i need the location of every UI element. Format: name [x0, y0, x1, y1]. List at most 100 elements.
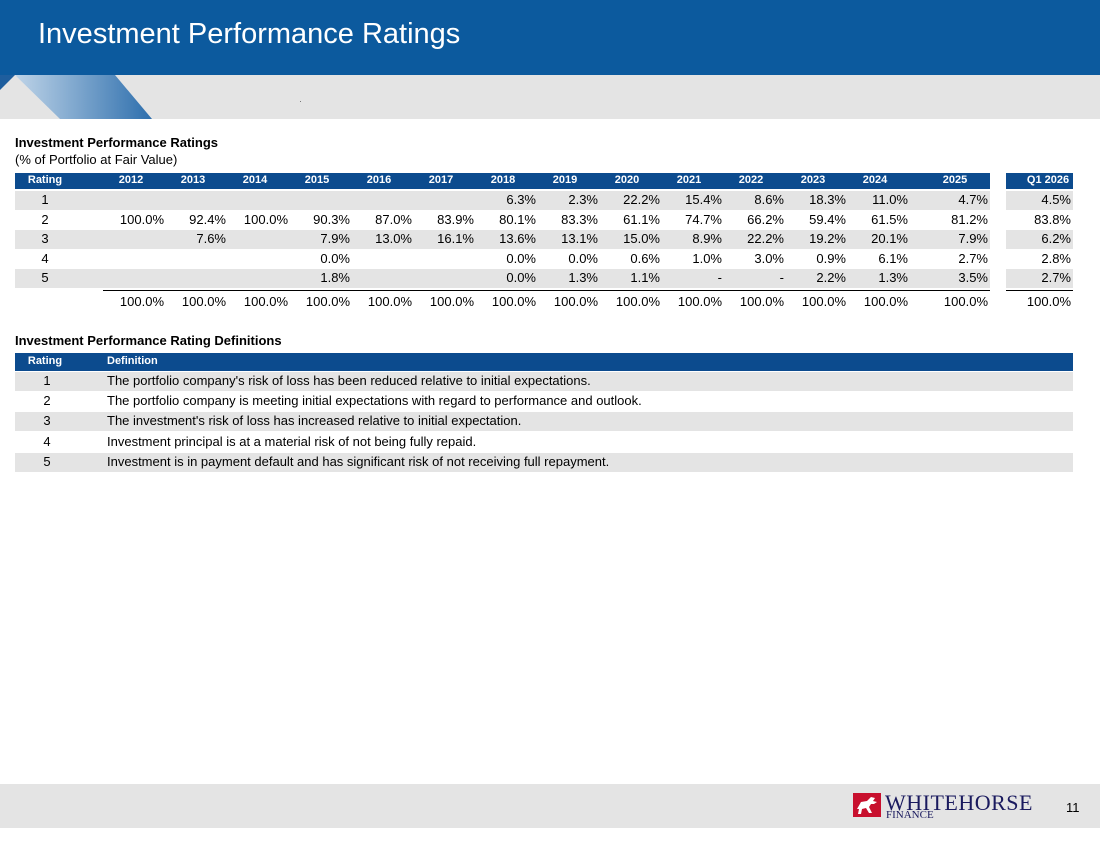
- definition-text: The investment's risk of loss has increa…: [107, 413, 522, 429]
- ratings-row: 3 7.6% 7.9% 13.0% 16.1% 13.6% 13.1% 15.0% 8.9% 22…: [15, 230, 1073, 250]
- value-cell: 11.0%: [872, 192, 908, 207]
- year-column-header: Q1 2026: [1026, 174, 1070, 186]
- value-cell: -: [717, 270, 722, 286]
- year-column-header: 2023: [800, 174, 826, 186]
- value-cell: 0.0%: [320, 250, 350, 266]
- row-gap: [990, 269, 1006, 289]
- value-cell: 90.3%: [313, 211, 350, 227]
- year-column-header: 2014: [242, 174, 268, 186]
- value-cell: 22.2%: [747, 231, 784, 247]
- totals-row: 100.0% 100.0% 100.0% 100.0% 100.0% 100.0% 100.…: [15, 293, 1073, 312]
- year-column-header: 2019: [552, 174, 578, 186]
- footer-band: [0, 784, 1100, 828]
- definition-rating-cell: 4: [43, 433, 51, 449]
- total-cell: 100.0%: [863, 294, 908, 309]
- value-cell: -: [779, 270, 784, 286]
- total-cell: 100.0%: [491, 294, 536, 309]
- page-title: Investment Performance Ratings: [38, 18, 461, 50]
- definitions-header-bar: Rating Definition: [15, 353, 1073, 371]
- value-cell: 18.3%: [809, 192, 846, 207]
- value-cell: 4.7%: [958, 192, 988, 207]
- value-cell: 8.6%: [754, 192, 784, 207]
- value-cell: 15.4%: [685, 192, 722, 207]
- definitions-table-title: Investment Performance Rating Definition…: [15, 333, 282, 348]
- ratings-header-bar: Rating 2012 2013 2014 2015 2016 2017 2018 2019 20…: [15, 173, 990, 189]
- value-cell: 61.5%: [871, 211, 908, 227]
- value-cell: 2.7%: [958, 250, 988, 266]
- total-cell: 100.0%: [943, 294, 988, 309]
- year-column-header: 2020: [614, 174, 640, 186]
- definition-row: 1 The portfolio company's risk of loss ha…: [15, 372, 1073, 391]
- total-cell: 100.0%: [801, 294, 846, 309]
- definition-row: 4 Investment principal is at a material r…: [15, 433, 1073, 452]
- header-subband: [0, 75, 1100, 119]
- value-cell: 92.4%: [189, 211, 226, 227]
- total-cell: 100.0%: [429, 294, 474, 309]
- total-rule-q1: [1006, 290, 1073, 291]
- title-banner: Investment Performance Ratings: [0, 0, 1100, 75]
- total-cell: 100.0%: [739, 294, 784, 309]
- year-column-header: 2017: [428, 174, 454, 186]
- ratings-table-title: Investment Performance Ratings: [15, 135, 219, 150]
- whitehorse-logo: WHITEHORSE FINANCE: [853, 790, 1053, 821]
- definition-text: The portfolio company's risk of loss has…: [107, 373, 591, 388]
- value-cell: 66.2%: [747, 211, 784, 227]
- row-gap: [990, 191, 1006, 210]
- value-cell: 0.0%: [568, 250, 598, 266]
- value-cell: 7.9%: [958, 231, 988, 247]
- value-cell: 83.9%: [437, 211, 474, 227]
- value-cell: 83.8%: [1034, 211, 1071, 227]
- definition-row: 3 The investment's risk of loss has incre…: [15, 412, 1073, 432]
- total-cell: 100.0%: [615, 294, 660, 309]
- definition-row: 2 The portfolio company is meeting initia…: [15, 392, 1073, 411]
- value-cell: 4.5%: [1041, 192, 1071, 207]
- year-column-header: 2022: [738, 174, 764, 186]
- value-cell: 13.1%: [561, 231, 598, 247]
- total-rule: [103, 290, 990, 291]
- definitions-rating-header: Rating: [27, 355, 63, 367]
- value-cell: 1.1%: [630, 270, 660, 286]
- rating-cell: 4: [41, 250, 49, 266]
- year-column-header: 2021: [676, 174, 702, 186]
- value-cell: 59.4%: [809, 211, 846, 227]
- definition-header: Definition: [107, 355, 158, 367]
- definition-rating-cell: 2: [43, 393, 51, 409]
- value-cell: 1.8%: [320, 270, 350, 286]
- value-cell: 6.1%: [878, 250, 908, 266]
- value-cell: 81.2%: [951, 211, 988, 227]
- value-cell: 8.9%: [692, 231, 722, 247]
- rating-cell: 1: [41, 192, 49, 207]
- header-decoration: [0, 75, 152, 119]
- definition-rating-cell: 1: [43, 373, 51, 388]
- value-cell: 19.2%: [809, 231, 846, 247]
- year-column-header: 2013: [180, 174, 206, 186]
- value-cell: 7.9%: [320, 231, 350, 247]
- value-cell: 22.2%: [623, 192, 660, 207]
- value-cell: 80.1%: [499, 211, 536, 227]
- ratings-header-bar-q1: Q1 2026: [1006, 173, 1073, 189]
- value-cell: 16.1%: [437, 231, 474, 247]
- page-number: 11: [1066, 800, 1080, 815]
- total-cell: 100.0%: [1026, 294, 1071, 309]
- year-column-header: 2024: [862, 174, 888, 186]
- value-cell: 6.2%: [1041, 231, 1071, 247]
- rating-cell: 3: [41, 231, 49, 247]
- year-column-header: 2015: [304, 174, 330, 186]
- value-cell: 0.0%: [506, 250, 536, 266]
- total-cell: 100.0%: [367, 294, 412, 309]
- value-cell: 13.6%: [499, 231, 536, 247]
- year-column-header: 2018: [490, 174, 516, 186]
- value-cell: 1.3%: [878, 270, 908, 286]
- value-cell: 61.1%: [623, 211, 660, 227]
- total-cell: 100.0%: [677, 294, 722, 309]
- value-cell: 2.2%: [816, 270, 846, 286]
- rating-column-header: Rating: [27, 174, 63, 186]
- total-cell: 100.0%: [243, 294, 288, 309]
- rating-cell: 2: [41, 211, 49, 227]
- value-cell: 1.3%: [568, 270, 598, 286]
- total-cell: 100.0%: [305, 294, 350, 309]
- year-column-header: 2016: [366, 174, 392, 186]
- total-cell: 100.0%: [181, 294, 226, 309]
- definition-text: Investment is in payment default and has…: [107, 453, 610, 469]
- value-cell: 3.0%: [754, 250, 784, 266]
